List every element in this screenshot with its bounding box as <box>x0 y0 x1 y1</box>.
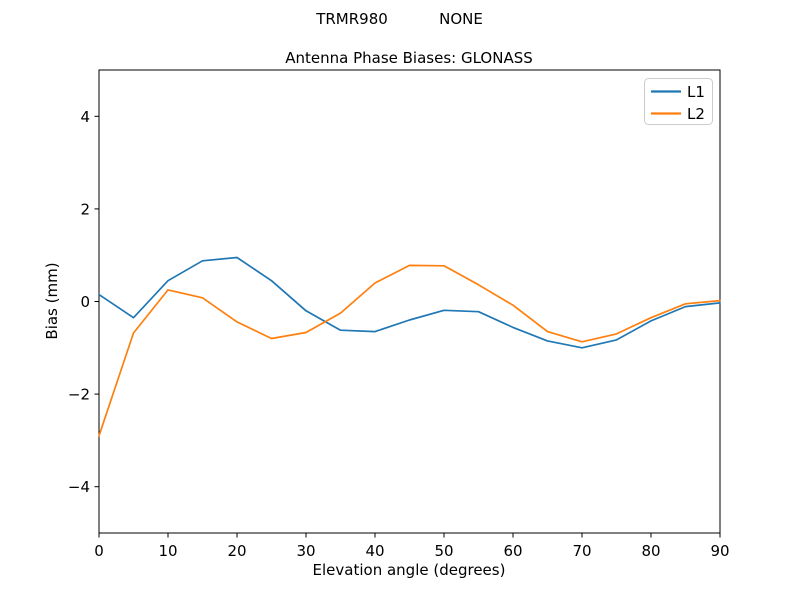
y-tick-label: 0 <box>80 293 90 311</box>
y-tick-label: 4 <box>80 108 90 126</box>
y-axis-label: Bias (mm) <box>43 262 61 339</box>
y-tick-label: 2 <box>80 200 90 218</box>
x-tick-label: 60 <box>503 542 522 560</box>
figure-suptitle: TRMR980 NONE <box>315 10 483 28</box>
x-tick-label: 30 <box>296 542 315 560</box>
suptitle-right: NONE <box>439 10 483 28</box>
x-tick-label: 70 <box>572 542 591 560</box>
x-axis-label: Elevation angle (degrees) <box>313 561 506 579</box>
suptitle-left: TRMR980 <box>315 10 388 28</box>
series-line-l2 <box>98 264 721 437</box>
chart-title: Antenna Phase Biases: GLONASS <box>285 49 533 67</box>
y-tick-label: −4 <box>68 478 90 496</box>
x-axis-ticks: 0 10 20 30 40 50 60 70 80 90 <box>94 533 730 560</box>
plot-area <box>98 69 721 534</box>
x-tick-label: 20 <box>227 542 246 560</box>
x-tick-label: 80 <box>641 542 660 560</box>
x-tick-label: 90 <box>710 542 729 560</box>
series-lines <box>98 256 721 437</box>
x-tick-label: 10 <box>158 542 177 560</box>
y-axis-ticks: −4 −2 0 2 4 <box>68 108 99 496</box>
x-tick-label: 0 <box>94 542 104 560</box>
legend-label-l1: L1 <box>687 83 705 101</box>
x-tick-label: 50 <box>434 542 453 560</box>
legend: L1 L2 <box>644 78 713 125</box>
legend-label-l2: L2 <box>687 105 705 123</box>
legend-entry-l1: L1 <box>651 83 705 101</box>
series-line-l1 <box>98 256 721 349</box>
x-tick-label: 40 <box>365 542 384 560</box>
y-tick-label: −2 <box>68 386 90 404</box>
legend-entry-l2: L2 <box>651 105 705 123</box>
